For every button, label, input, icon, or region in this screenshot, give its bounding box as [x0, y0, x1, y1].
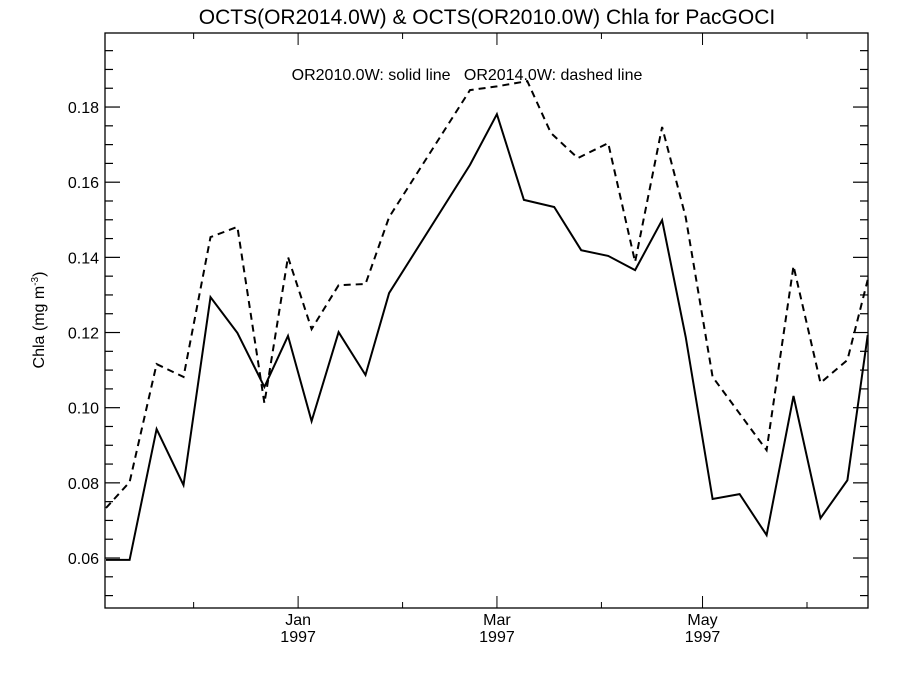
x-tick-label-month: Mar [483, 612, 511, 629]
y-tick-label: 0.12 [68, 326, 99, 343]
y-tick-label: 0.06 [68, 551, 99, 568]
x-tick-label-month: May [687, 612, 717, 629]
y-tick-label: 0.16 [68, 175, 99, 192]
x-tick-label-year: 1997 [685, 629, 721, 646]
chart-title: OCTS(OR2014.0W) & OCTS(OR2010.0W) Chla f… [199, 6, 775, 29]
y-tick-label: 0.18 [68, 100, 99, 117]
series-group [106, 81, 868, 560]
series-annotation: OR2010.0W: solid line OR2014.0W: dashed … [292, 67, 643, 84]
y-axis-label-text: Chla (mg m [31, 286, 48, 369]
y-tick-label: 0.14 [68, 250, 99, 267]
y-axis-label: Chla (mg m-3) [30, 272, 48, 369]
axes: 0.060.080.100.120.140.160.18Jan1997Mar19… [68, 33, 868, 646]
series-line-or20140w [106, 81, 868, 508]
x-tick-label-year: 1997 [479, 629, 515, 646]
plot-frame [105, 33, 868, 608]
y-tick-label: 0.08 [68, 476, 99, 493]
series-line-or20100w [106, 114, 868, 560]
y-axis-label-close: ) [31, 272, 48, 277]
x-tick-label-year: 1997 [280, 629, 316, 646]
y-tick-label: 0.10 [68, 401, 99, 418]
x-tick-label-month: Jan [285, 612, 311, 629]
